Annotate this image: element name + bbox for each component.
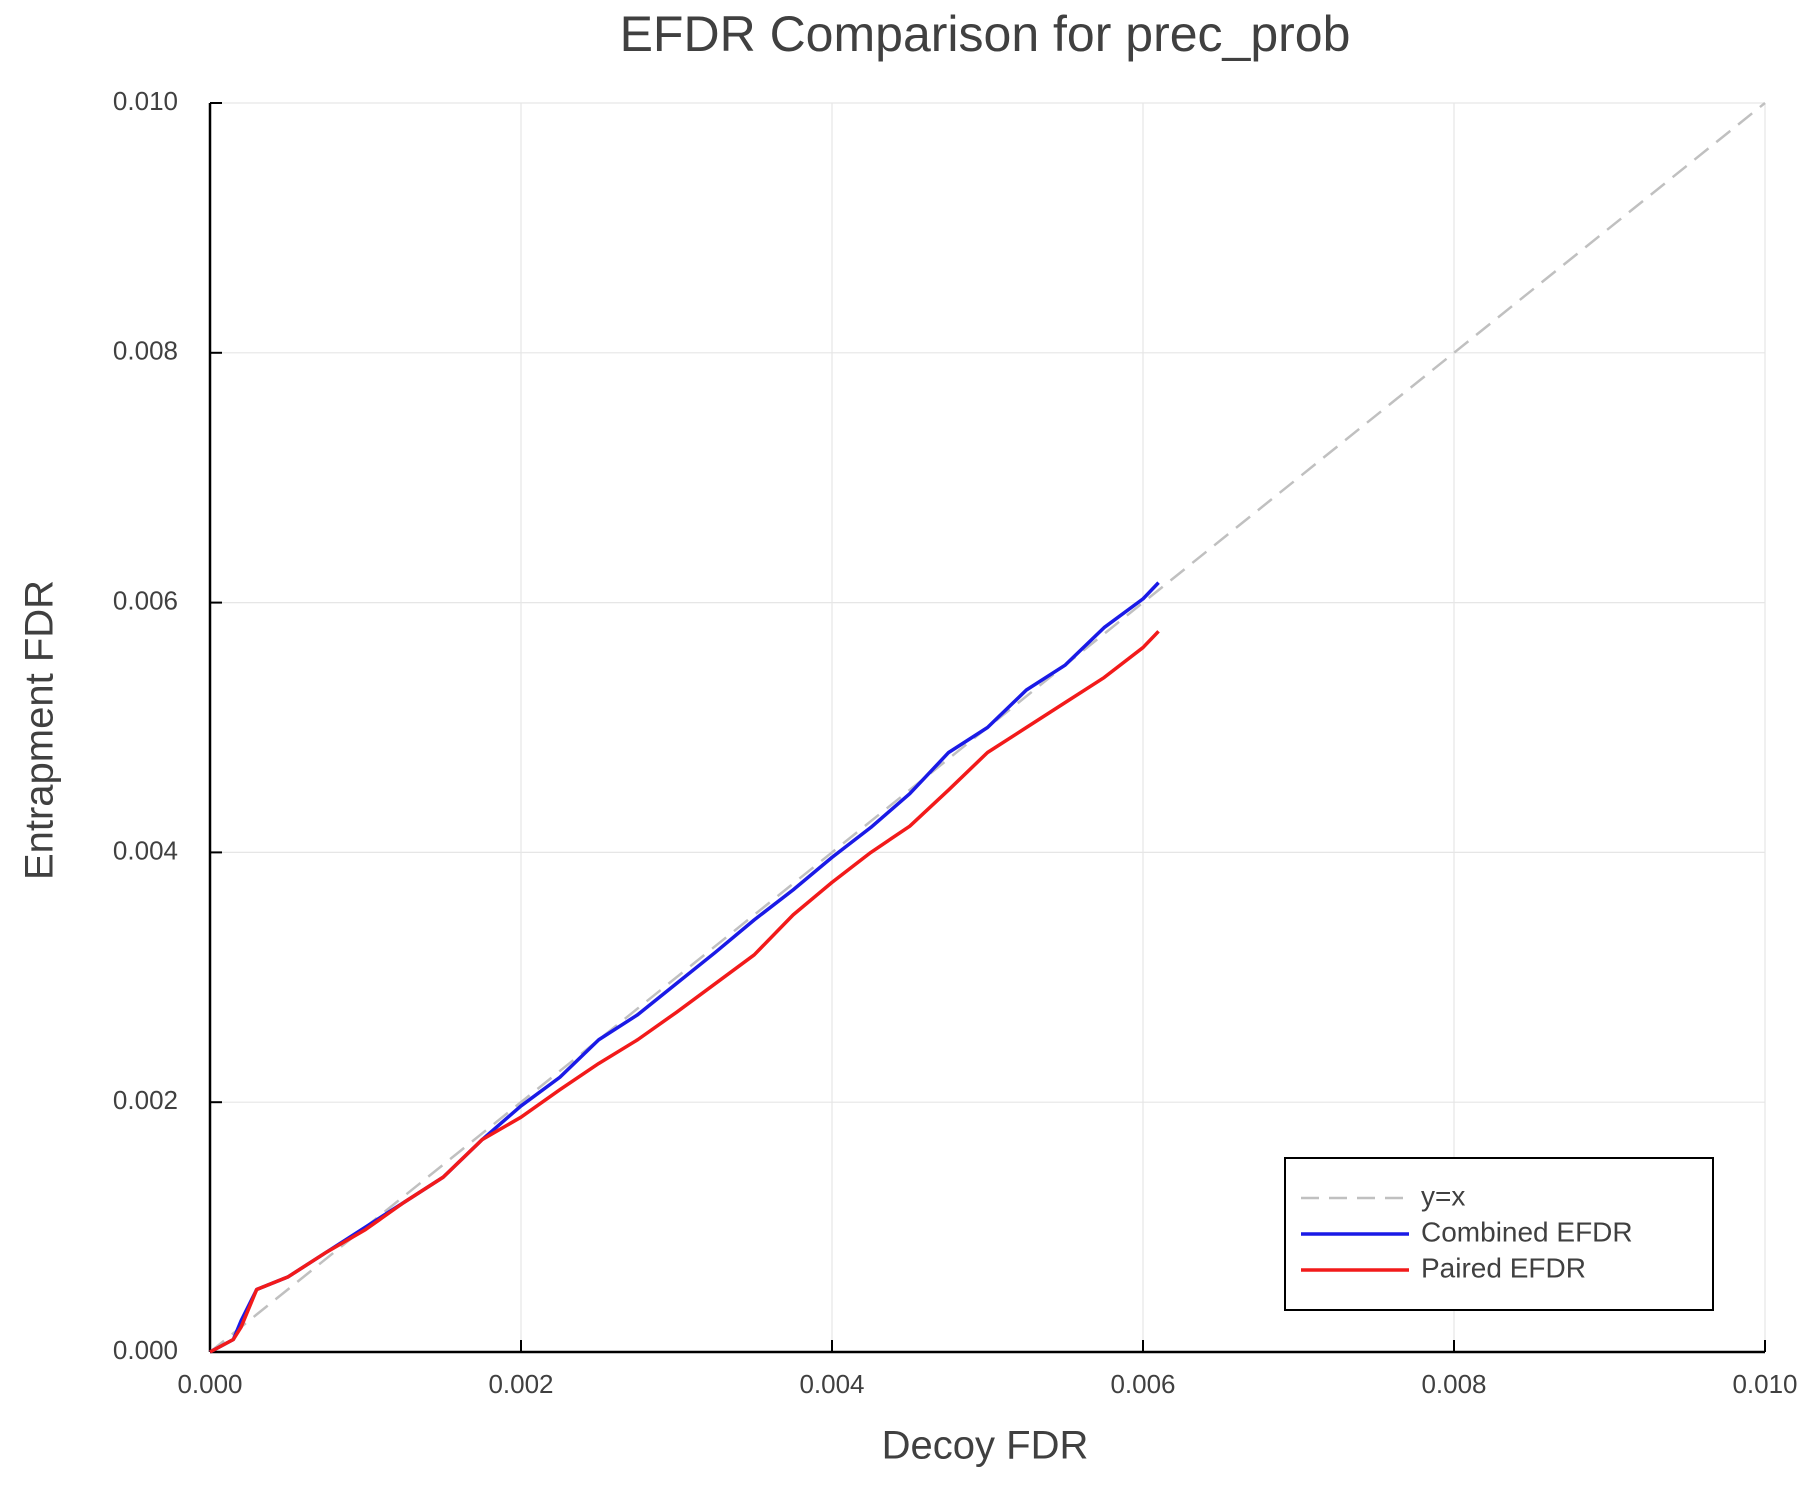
x-tick-label: 0.010 (1732, 1369, 1797, 1399)
x-tick-label: 0.002 (488, 1369, 553, 1399)
y-tick-label: 0.006 (113, 585, 178, 615)
legend-label: y=x (1421, 1180, 1465, 1211)
series-line (209, 630, 1160, 1354)
y-tick-label: 0.002 (113, 1085, 178, 1115)
x-tick-label: 0.008 (1421, 1369, 1486, 1399)
chart-title: EFDR Comparison for prec_prob (620, 6, 1351, 62)
x-tick-label: 0.000 (177, 1369, 242, 1399)
y-tick-label: 0.000 (113, 1335, 178, 1365)
x-tick-label: 0.004 (799, 1369, 864, 1399)
y-tick-label: 0.004 (113, 835, 178, 865)
legend-label: Combined EFDR (1421, 1216, 1633, 1247)
y-axis-label: Entrapment FDR (18, 580, 62, 880)
legend-label: Paired EFDR (1421, 1252, 1586, 1283)
x-tick-label: 0.006 (1110, 1369, 1175, 1399)
y-tick-label: 0.008 (113, 336, 178, 366)
x-axis-label: Decoy FDR (882, 1424, 1089, 1468)
y-tick-label: 0.010 (113, 86, 178, 116)
